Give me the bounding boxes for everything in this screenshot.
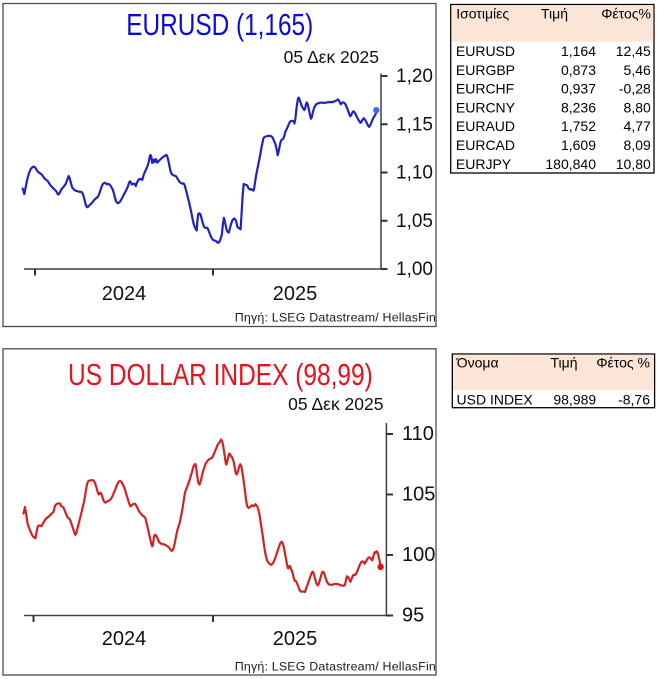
svg-text:1,00: 1,00 <box>396 259 433 280</box>
svg-text:8,09: 8,09 <box>624 137 651 153</box>
svg-text:8,236: 8,236 <box>561 99 596 115</box>
svg-text:Πηγή: LSEG Datastream/ HellasF: Πηγή: LSEG Datastream/ HellasFin <box>235 660 436 674</box>
svg-text:Φέτος %: Φέτος % <box>596 354 650 370</box>
svg-text:EURUSD: EURUSD <box>456 43 515 59</box>
svg-text:EURUSD (1,165): EURUSD (1,165) <box>126 7 313 41</box>
svg-text:EURCAD: EURCAD <box>456 137 515 153</box>
svg-text:05 Δεκ 2025: 05 Δεκ 2025 <box>284 47 379 67</box>
svg-text:5,46: 5,46 <box>624 62 651 78</box>
svg-text:0,937: 0,937 <box>561 81 596 97</box>
svg-text:EURAUD: EURAUD <box>456 118 515 134</box>
svg-text:EURCNY: EURCNY <box>456 99 516 115</box>
svg-text:2024: 2024 <box>102 628 147 650</box>
svg-text:110: 110 <box>402 423 434 445</box>
svg-text:Πηγή: LSEG Datastream/ HellasF: Πηγή: LSEG Datastream/ HellasFin <box>235 311 436 325</box>
svg-text:2025: 2025 <box>273 628 318 650</box>
svg-text:1,10: 1,10 <box>396 163 433 184</box>
svg-text:EURCHF: EURCHF <box>456 81 514 97</box>
svg-text:USD INDEX: USD INDEX <box>457 391 534 407</box>
svg-text:2024: 2024 <box>102 283 147 305</box>
svg-text:10,80: 10,80 <box>616 156 651 172</box>
svg-text:Όνομα: Όνομα <box>456 354 499 370</box>
svg-text:4,77: 4,77 <box>624 118 651 134</box>
svg-text:05 Δεκ 2025: 05 Δεκ 2025 <box>288 394 383 414</box>
svg-text:Τιμή: Τιμή <box>551 354 578 370</box>
svg-text:12,45: 12,45 <box>616 43 651 59</box>
svg-text:1,164: 1,164 <box>561 43 596 59</box>
svg-text:98,989: 98,989 <box>553 391 596 407</box>
svg-text:1,752: 1,752 <box>561 118 596 134</box>
svg-text:-0,28: -0,28 <box>619 81 651 97</box>
svg-text:1,05: 1,05 <box>396 211 433 232</box>
svg-text:1,609: 1,609 <box>561 137 596 153</box>
svg-text:EURGBP: EURGBP <box>456 62 515 78</box>
svg-text:Τιμή: Τιμή <box>541 6 568 22</box>
svg-text:Φέτος%: Φέτος% <box>601 6 651 22</box>
svg-text:1,20: 1,20 <box>396 66 433 87</box>
svg-text:-8,76: -8,76 <box>618 391 650 407</box>
svg-text:2025: 2025 <box>273 283 318 305</box>
svg-text:95: 95 <box>402 605 424 627</box>
svg-text:US DOLLAR INDEX (98,99): US DOLLAR INDEX (98,99) <box>68 357 373 391</box>
svg-text:105: 105 <box>402 484 435 506</box>
svg-text:EURJPY: EURJPY <box>456 156 512 172</box>
svg-text:100: 100 <box>402 544 435 566</box>
svg-text:8,80: 8,80 <box>624 99 651 115</box>
svg-text:1,15: 1,15 <box>396 114 433 135</box>
svg-text:180,840: 180,840 <box>545 156 596 172</box>
svg-text:0,873: 0,873 <box>561 62 596 78</box>
svg-text:Ισοτιμίες: Ισοτιμίες <box>456 6 509 22</box>
